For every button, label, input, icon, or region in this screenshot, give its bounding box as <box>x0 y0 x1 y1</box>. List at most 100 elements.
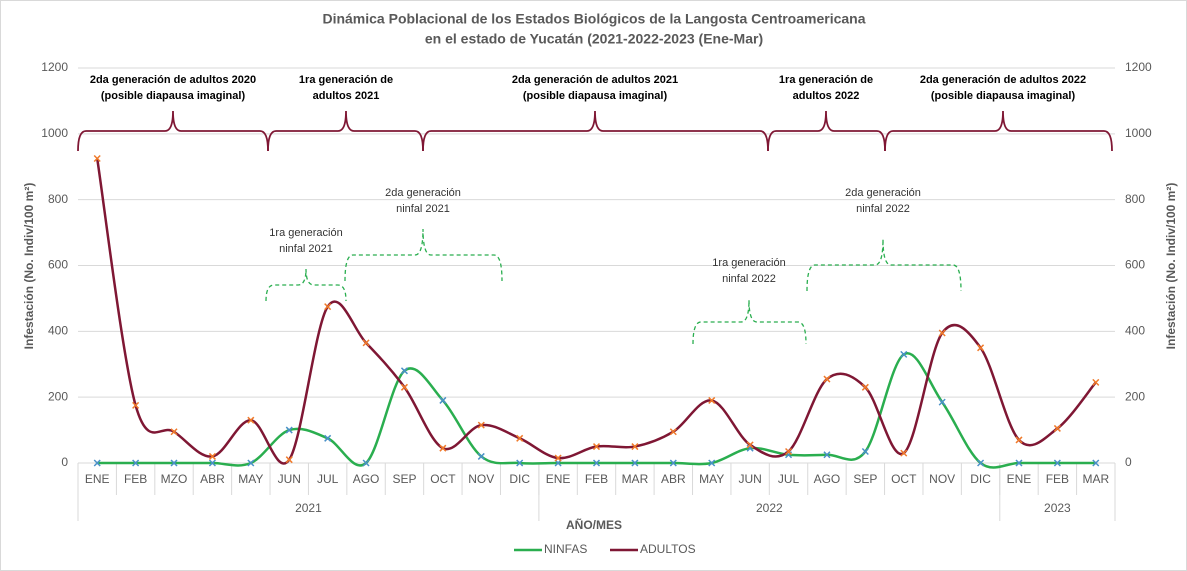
annotation: 2da generación de adultos 2021 <box>512 74 678 86</box>
x-tick-label: DIC <box>509 472 530 486</box>
point-marker <box>823 375 831 383</box>
x-axis-label: AÑO/MES <box>566 517 622 532</box>
point-marker <box>1015 459 1023 467</box>
point-marker <box>1015 436 1023 444</box>
annotation: (posible diapausa imaginal) <box>101 90 246 102</box>
annotation: (posible diapausa imaginal) <box>931 90 1076 102</box>
annotation: ninfal 2021 <box>279 243 333 255</box>
x-tick-label: OCT <box>430 472 456 486</box>
series-line <box>95 158 1097 465</box>
annotation: (posible diapausa imaginal) <box>523 90 668 102</box>
brace <box>344 228 503 282</box>
x-tick-label: ABR <box>200 472 225 486</box>
legend-label: NINFAS <box>544 542 587 556</box>
y-tick-label: 0 <box>61 455 68 469</box>
point-marker <box>477 421 485 429</box>
x-tick-label: JUL <box>317 472 339 486</box>
y2-tick-label: 800 <box>1125 192 1145 206</box>
x-tick-label: ENE <box>546 472 571 486</box>
y2-tick-label: 600 <box>1125 258 1145 272</box>
point-marker <box>400 383 408 391</box>
x-tick-label: MAY <box>699 472 724 486</box>
point-marker <box>977 344 985 352</box>
point-marker <box>669 459 677 467</box>
annotation: adultos 2022 <box>793 90 860 102</box>
point-marker <box>285 426 293 434</box>
point-marker <box>247 416 255 424</box>
y-tick-label: 200 <box>48 389 68 403</box>
point-marker <box>516 459 524 467</box>
y2-tick-label: 200 <box>1125 389 1145 403</box>
point-marker <box>861 383 869 391</box>
group-label: 2023 <box>1044 501 1071 515</box>
x-tick-label: SEP <box>853 472 877 486</box>
point-marker <box>669 428 677 436</box>
annotation: ninfal 2021 <box>396 203 450 215</box>
annotation: 2da generación <box>845 187 921 199</box>
x-tick-label: AGO <box>353 472 380 486</box>
point-marker <box>208 452 216 460</box>
y2-tick-label: 1200 <box>1125 60 1152 74</box>
y-tick-label: 1200 <box>41 60 68 74</box>
y2-axis-label: Infestación (No. Indiv/100 m²) <box>1164 183 1178 350</box>
point-marker <box>977 459 985 467</box>
point-marker <box>592 459 601 467</box>
y2-tick-label: 1000 <box>1125 126 1152 140</box>
point-marker <box>324 303 332 311</box>
point-marker <box>132 459 140 467</box>
group-label: 2022 <box>756 501 783 515</box>
point-marker <box>1053 459 1061 467</box>
point-marker <box>938 329 946 337</box>
y-tick-label: 1000 <box>41 126 68 140</box>
brace <box>77 110 269 152</box>
x-tick-label: FEB <box>585 472 608 486</box>
point-marker <box>861 447 869 456</box>
group-label: 2021 <box>295 501 322 515</box>
y-tick-label: 600 <box>48 258 68 272</box>
y2-tick-label: 0 <box>1125 455 1132 469</box>
brace <box>422 110 769 152</box>
annotation: 2da generación de adultos 2022 <box>920 74 1086 86</box>
point-marker <box>439 396 447 404</box>
point-marker <box>900 449 908 457</box>
y-tick-label: 400 <box>48 324 68 338</box>
point-marker <box>900 350 908 358</box>
x-tick-label: AGO <box>814 472 841 486</box>
x-tick-label: JUN <box>738 472 761 486</box>
annotation: 2da generación <box>385 187 461 199</box>
point-marker <box>362 459 370 467</box>
x-tick-label: MAR <box>1082 472 1109 486</box>
y2-tick-label: 400 <box>1125 324 1145 338</box>
brace <box>267 110 424 152</box>
x-tick-label: FEB <box>1046 472 1069 486</box>
point-marker <box>785 447 793 456</box>
point-marker <box>708 459 716 467</box>
point-marker <box>631 443 639 451</box>
point-marker <box>170 428 178 436</box>
x-tick-label: JUN <box>278 472 301 486</box>
point-marker <box>208 459 216 467</box>
x-tick-label: JUL <box>778 472 800 486</box>
point-marker <box>247 459 255 467</box>
y-tick-label: 800 <box>48 192 68 206</box>
annotation: 1ra generación de <box>299 74 393 86</box>
x-tick-label: MAR <box>622 472 649 486</box>
point-marker <box>516 434 524 442</box>
point-marker <box>285 456 293 464</box>
x-tick-label: OCT <box>891 472 917 486</box>
point-marker <box>592 443 601 451</box>
legend-label: ADULTOS <box>640 542 696 556</box>
point-marker <box>132 401 140 409</box>
x-tick-label: NOV <box>468 472 494 486</box>
annotation: ninfal 2022 <box>856 203 910 215</box>
x-tick-label: DIC <box>970 472 991 486</box>
point-marker <box>170 459 178 467</box>
point-marker <box>93 154 101 163</box>
point-marker <box>823 451 831 459</box>
brace <box>884 110 1113 152</box>
x-tick-label: SEP <box>392 472 416 486</box>
brace <box>767 110 886 152</box>
point-marker <box>1053 424 1061 432</box>
point-marker <box>938 398 946 406</box>
